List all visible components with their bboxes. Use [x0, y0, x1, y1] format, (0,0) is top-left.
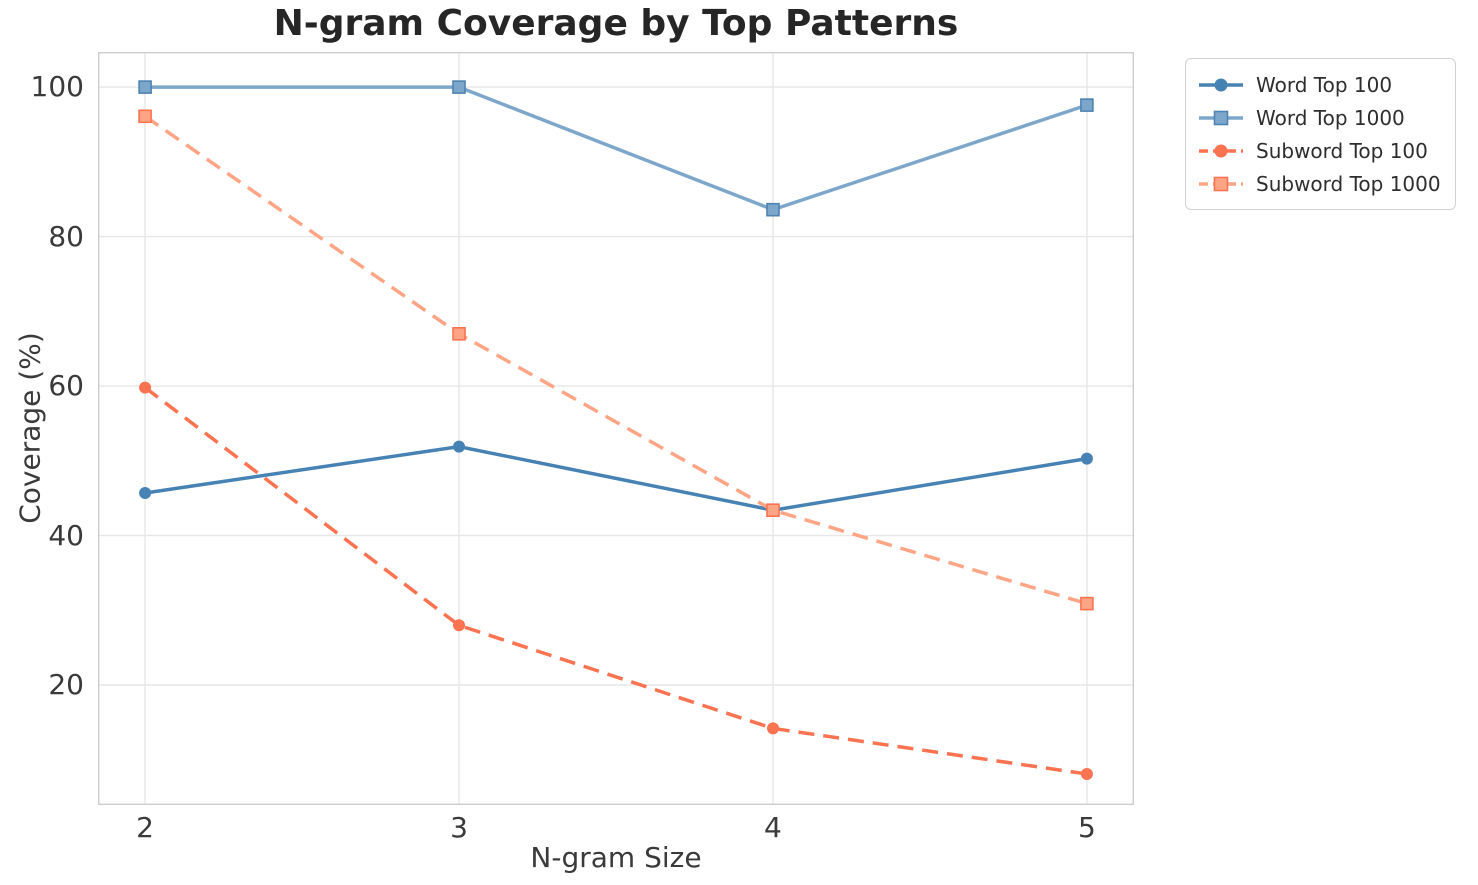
x-tick-label: 4: [764, 811, 782, 844]
data-point: [138, 80, 152, 94]
data-point: [766, 503, 780, 518]
legend-item: Word Top 100: [1198, 68, 1441, 101]
y-tick-label: 100: [30, 70, 84, 104]
legend-label: Word Top 1000: [1256, 105, 1405, 130]
series-line-3: [144, 114, 1088, 606]
data-point: [453, 619, 465, 632]
legend-label: Word Top 100: [1256, 72, 1393, 97]
legend-item: Word Top 1000: [1198, 101, 1441, 134]
data-point: [139, 487, 152, 499]
series-line-2: [144, 386, 1088, 776]
series-line-0: [144, 444, 1088, 512]
legend-label: Subword Top 1000: [1256, 171, 1441, 196]
x-tick-label: 3: [450, 811, 468, 844]
data-point: [452, 326, 466, 341]
y-tick-label: 80: [48, 219, 84, 253]
data-point: [1080, 452, 1093, 465]
legend-marker-icon: [1199, 110, 1243, 125]
series-line-1: [145, 85, 1088, 212]
data-point: [766, 202, 780, 217]
legend: Word Top 100 Word Top 1000 Subword Top 100…: [1185, 58, 1456, 210]
data-point: [452, 80, 466, 94]
data-point: [1080, 768, 1093, 780]
legend-marker-icon: [1199, 144, 1243, 157]
data-point: [1080, 98, 1094, 112]
data-point: [138, 109, 152, 124]
x-axis-label: N-gram Size: [530, 841, 702, 874]
data-point: [139, 381, 152, 394]
legend-item: Subword Top 100: [1198, 134, 1441, 167]
y-axis-label: Coverage (%): [13, 332, 47, 524]
y-tick-label: 40: [48, 518, 84, 552]
legend-marker-icon: [1199, 78, 1243, 91]
y-tick-label: 60: [48, 369, 84, 403]
plot-area: [98, 52, 1134, 805]
data-point: [767, 722, 779, 735]
y-tick-label: 20: [48, 668, 84, 702]
data-point: [453, 440, 465, 453]
x-tick-label: 5: [1077, 811, 1096, 844]
legend-item: Subword Top 1000: [1198, 167, 1441, 200]
chart-title: N-gram Coverage by Top Patterns: [273, 3, 959, 44]
legend-label: Subword Top 100: [1256, 138, 1428, 163]
data-point: [1080, 596, 1094, 611]
x-tick-label: 2: [136, 811, 154, 844]
plot-border: [98, 52, 1134, 805]
legend-marker-icon: [1199, 176, 1243, 191]
